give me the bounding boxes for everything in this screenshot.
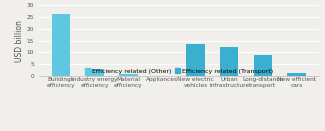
Bar	[52, 14, 70, 76]
Bar	[186, 44, 205, 76]
Bar	[220, 47, 239, 76]
Bar	[119, 74, 137, 76]
Bar	[287, 73, 306, 76]
Y-axis label: USD billion: USD billion	[15, 20, 24, 62]
Legend: Efficiency related (Other), Efficiency related (Transport): Efficiency related (Other), Efficiency r…	[85, 68, 273, 74]
Bar	[85, 69, 104, 76]
Bar	[254, 55, 272, 76]
